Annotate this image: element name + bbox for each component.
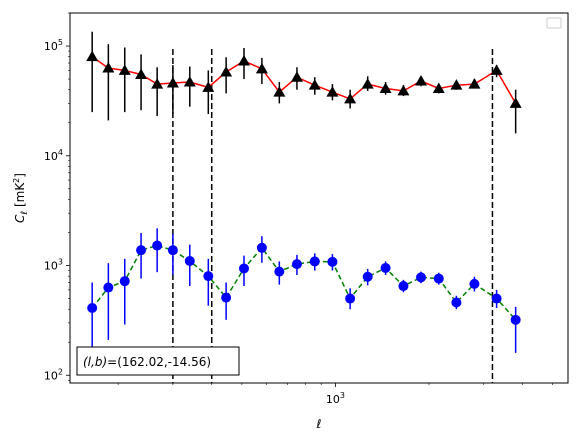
y-tick-label: 103 bbox=[44, 258, 63, 273]
data-point bbox=[167, 245, 178, 256]
data-point bbox=[136, 245, 147, 256]
data-point bbox=[397, 84, 410, 96]
data-point bbox=[468, 78, 481, 89]
plot-area bbox=[69, 12, 569, 384]
data-point bbox=[256, 242, 267, 253]
data-point bbox=[326, 86, 339, 97]
data-point bbox=[510, 314, 521, 325]
data-point bbox=[451, 297, 462, 308]
data-point bbox=[238, 263, 249, 274]
data-point bbox=[379, 82, 392, 94]
data-point bbox=[361, 78, 374, 89]
data-point bbox=[237, 55, 250, 66]
data-point bbox=[221, 292, 232, 303]
data-point bbox=[87, 303, 98, 314]
data-point bbox=[416, 272, 427, 283]
annotation-frame bbox=[76, 346, 240, 376]
annotation-box: (l,b)=(162.02,-14.56) bbox=[76, 346, 240, 376]
data-point bbox=[362, 271, 373, 282]
data-point bbox=[290, 71, 303, 82]
series-layer bbox=[86, 31, 522, 353]
data-point bbox=[203, 271, 214, 282]
data-point bbox=[118, 64, 131, 75]
data-point bbox=[202, 81, 215, 92]
data-point bbox=[344, 92, 357, 104]
data-point bbox=[491, 293, 502, 304]
y-axis-label: Cℓ [mK2] bbox=[12, 173, 30, 223]
data-point bbox=[398, 281, 409, 292]
annotation-text: (l,b)=(162.02,-14.56) bbox=[83, 355, 211, 369]
data-point bbox=[509, 97, 522, 108]
series-2 bbox=[87, 228, 521, 353]
y-tick-label: 105 bbox=[44, 38, 63, 53]
x-tick-label: 103 bbox=[326, 391, 345, 406]
data-point bbox=[220, 65, 233, 77]
data-point bbox=[166, 77, 179, 88]
annotation-lb-label: (l,b) bbox=[83, 355, 107, 369]
data-point bbox=[274, 266, 285, 277]
x-axis-label: ℓ bbox=[316, 417, 322, 431]
data-point bbox=[380, 262, 391, 273]
data-point bbox=[183, 76, 196, 87]
data-point bbox=[152, 240, 163, 251]
y-tick-label: 102 bbox=[44, 367, 63, 382]
data-point bbox=[433, 273, 444, 284]
data-point bbox=[291, 259, 302, 270]
data-point bbox=[469, 278, 480, 289]
data-point bbox=[490, 64, 503, 75]
data-point bbox=[102, 62, 115, 73]
data-point bbox=[135, 68, 148, 80]
series-1 bbox=[86, 31, 522, 134]
y-tick-label: 104 bbox=[44, 148, 63, 163]
data-point bbox=[184, 255, 195, 266]
data-point bbox=[327, 256, 338, 267]
annotation-lb-value: =(162.02,-14.56) bbox=[107, 355, 211, 369]
data-point bbox=[151, 78, 164, 89]
data-point bbox=[86, 50, 99, 62]
data-point bbox=[450, 79, 463, 90]
data-point bbox=[103, 282, 114, 293]
data-point bbox=[273, 86, 286, 97]
legend-box bbox=[546, 17, 562, 29]
data-point bbox=[345, 293, 356, 304]
data-point bbox=[119, 276, 130, 287]
data-point bbox=[415, 75, 428, 86]
data-point bbox=[255, 62, 268, 74]
data-point bbox=[309, 256, 320, 267]
axes-layer: 102 103 104 105 103 bbox=[44, 12, 554, 406]
data-point bbox=[308, 79, 321, 90]
data-point bbox=[432, 82, 445, 94]
